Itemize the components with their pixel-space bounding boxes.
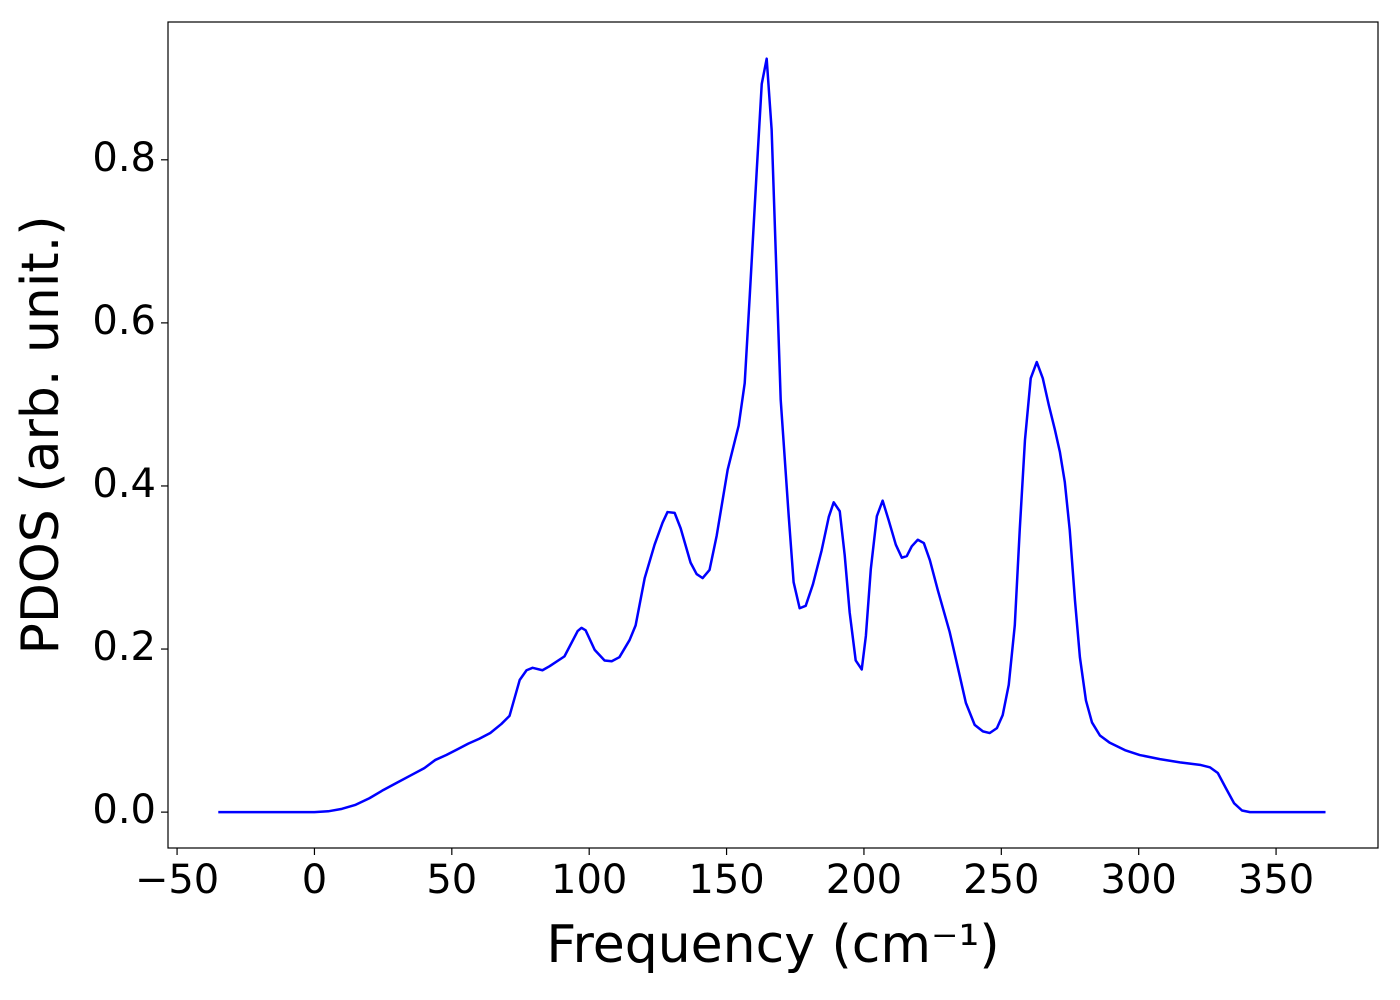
plot-frame [167, 21, 1379, 849]
y-tick-label: 0.2 [92, 624, 156, 670]
y-tick-label: 0.8 [92, 135, 156, 181]
x-tick-label: 300 [1101, 857, 1177, 903]
x-tick-label: 150 [688, 857, 764, 903]
x-tick-label: 250 [963, 857, 1039, 903]
x-axis-label: Frequency (cm⁻¹) [546, 915, 999, 975]
data-line [218, 57, 1326, 814]
x-tick-label: 350 [1238, 857, 1314, 903]
x-tick-label: 50 [426, 857, 477, 903]
y-tick-label: 0.4 [92, 461, 156, 507]
y-tick-label: 0.6 [92, 298, 156, 344]
x-tick-label: −50 [135, 857, 219, 903]
y-tick-label: 0.0 [92, 787, 156, 833]
y-axis-label: PDOS (arb. unit.) [11, 215, 71, 654]
x-tick-label: 200 [826, 857, 902, 903]
x-tick-label: 100 [551, 857, 627, 903]
x-tick-label: 0 [302, 857, 327, 903]
